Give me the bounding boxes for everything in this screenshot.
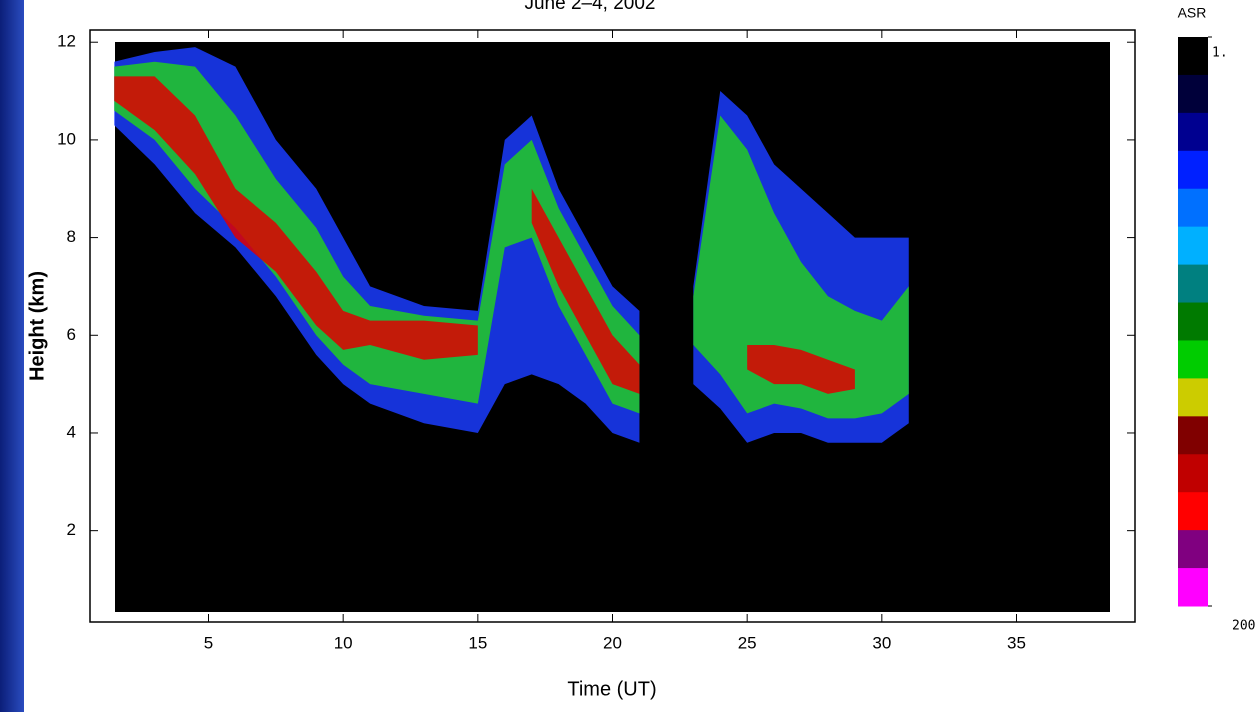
x-tick-label: 35 [1007, 633, 1026, 652]
x-axis-label: Time (UT) [567, 678, 656, 700]
y-tick-label: 8 [67, 227, 76, 246]
colorbar-swatch [1178, 454, 1208, 493]
x-tick-label: 25 [738, 633, 757, 652]
cloud-layer [114, 61, 640, 414]
x-tick-label: 5 [204, 633, 213, 652]
colorbar-swatch [1178, 530, 1208, 569]
cloud-layer [693, 115, 909, 419]
colorbar-swatch [1178, 492, 1208, 531]
y-tick-label: 6 [67, 325, 76, 344]
colorbar-swatch [1178, 378, 1208, 417]
y-tick-label: 12 [57, 32, 76, 51]
x-tick-label: 10 [334, 633, 353, 652]
y-tick-label: 2 [67, 520, 76, 539]
colorbar-swatch [1178, 226, 1208, 266]
x-tick-label: 15 [468, 633, 487, 652]
x-tick-label: 30 [872, 633, 891, 652]
colorbar-tick-label: 1. [1212, 46, 1228, 61]
y-tick-label: 10 [57, 129, 76, 148]
colorbar-swatch [1178, 340, 1208, 379]
colorbar-swatch [1178, 150, 1208, 190]
colorbar-tick-label: 200. [1232, 619, 1257, 634]
colorbar-label: ASR [1178, 5, 1207, 21]
y-tick-label: 4 [67, 422, 76, 441]
colorbar-swatch [1178, 112, 1208, 152]
slide-stripe [0, 0, 24, 712]
colorbar-swatch [1178, 416, 1208, 455]
colorbar-swatch [1178, 264, 1208, 304]
cloud-layer [747, 345, 855, 394]
cloud-layer [531, 188, 640, 394]
colorbar-swatch [1178, 302, 1208, 341]
chart-title: June 2–4, 2002 [524, 0, 655, 14]
colorbar-swatch [1178, 188, 1208, 228]
cloud-layer [114, 76, 478, 360]
y-axis-label: Height (km) [26, 271, 48, 381]
colorbar-swatch [1178, 37, 1208, 76]
colorbar-swatch [1178, 74, 1208, 114]
colorbar-swatch [1178, 568, 1208, 607]
x-tick-label: 20 [603, 633, 622, 652]
